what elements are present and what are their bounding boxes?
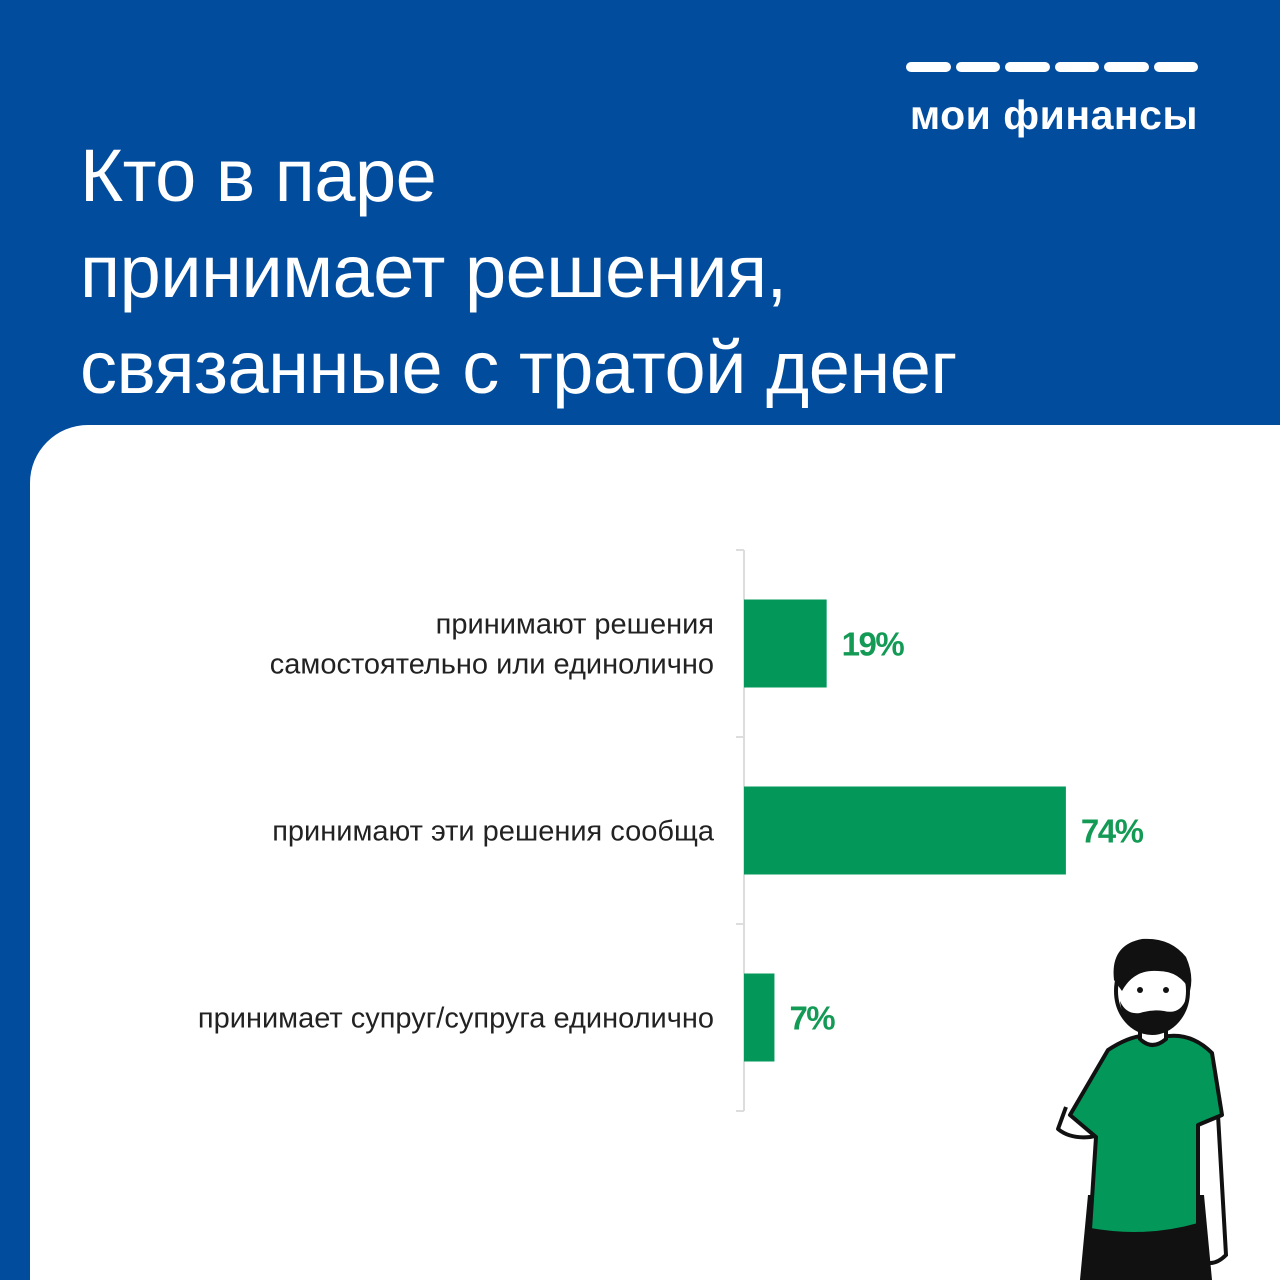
value-label: 7% bbox=[789, 1000, 835, 1037]
category-label-line: принимает супруг/супруга единолично bbox=[198, 1003, 714, 1035]
category-label: принимает супруг/супруга единолично bbox=[198, 1003, 714, 1035]
category-label: принимают решения самостоятельно или един… bbox=[270, 609, 714, 681]
title-line: связанные с тратой денег bbox=[80, 326, 957, 409]
bar bbox=[744, 973, 775, 1062]
category-label-line: самостоятельно или единолично bbox=[270, 649, 714, 681]
logo-stripes bbox=[906, 62, 1198, 72]
chart-panel: 19% принимают решения самостоятельно или е… bbox=[30, 425, 1280, 1280]
brand-logo: мои финансы bbox=[906, 62, 1198, 139]
bar-chart: 19% принимают решения самостоятельно или е… bbox=[198, 549, 1229, 1280]
bar bbox=[744, 786, 1066, 875]
man-illustration bbox=[1056, 938, 1229, 1280]
title-line: Кто в паре bbox=[80, 134, 437, 217]
category-label-line: принимают эти решения сообща bbox=[272, 816, 715, 848]
category-label-line: принимают решения bbox=[436, 609, 714, 641]
page-title: Кто в паре принимает решения, связанные … bbox=[80, 128, 957, 416]
brand-name: мои финансы bbox=[909, 92, 1198, 138]
title-line: принимает решения, bbox=[80, 230, 787, 313]
bar bbox=[744, 599, 827, 688]
category-label: принимают эти решения сообща bbox=[272, 816, 715, 848]
value-label: 74% bbox=[1081, 813, 1144, 850]
value-label: 19% bbox=[842, 626, 905, 663]
